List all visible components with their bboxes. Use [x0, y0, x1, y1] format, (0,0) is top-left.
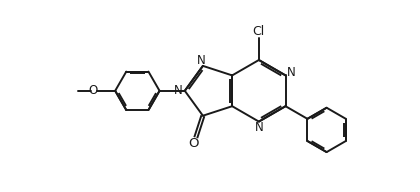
Text: O: O: [88, 84, 97, 97]
Text: N: N: [286, 66, 295, 79]
Text: Cl: Cl: [253, 25, 265, 38]
Text: N: N: [174, 84, 183, 97]
Text: N: N: [197, 54, 205, 66]
Text: N: N: [255, 121, 263, 134]
Text: O: O: [189, 137, 199, 150]
